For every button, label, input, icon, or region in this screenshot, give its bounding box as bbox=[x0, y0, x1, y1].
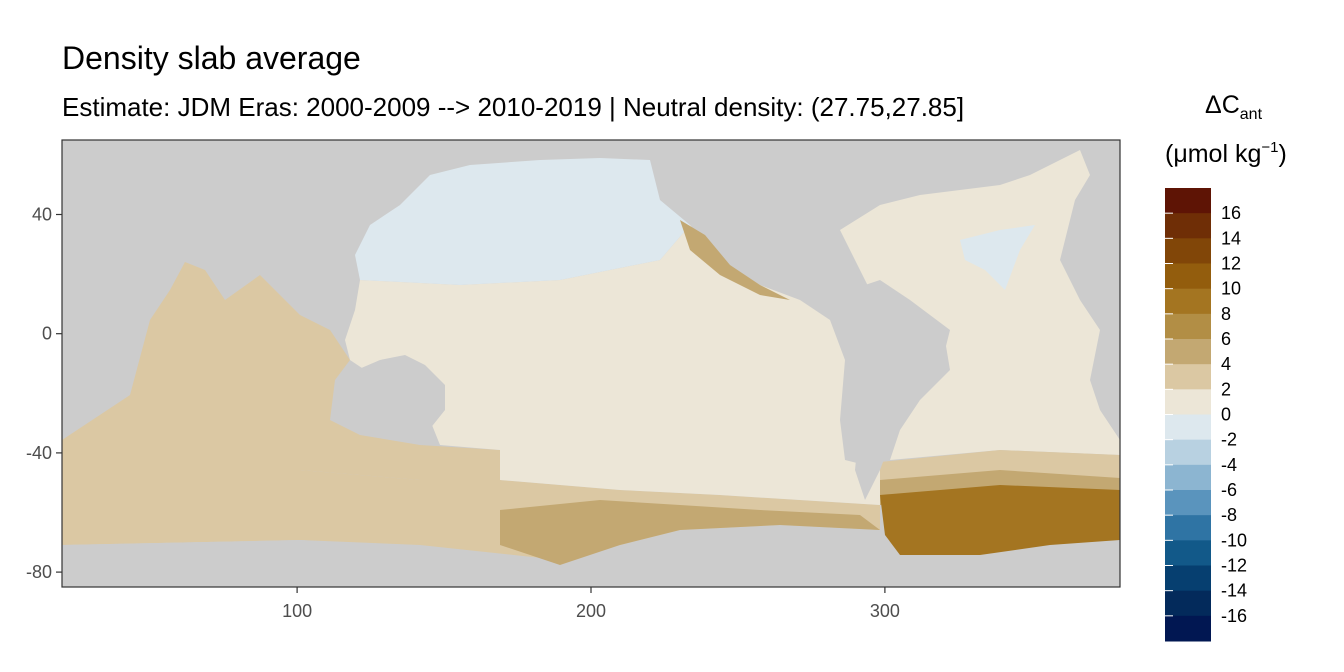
colorbar-label: 0 bbox=[1221, 405, 1231, 425]
land-south-america bbox=[840, 280, 950, 500]
map-subtitle: Estimate: JDM Eras: 2000-2009 --> 2010-2… bbox=[62, 92, 965, 122]
y-tick-label: -40 bbox=[26, 443, 52, 463]
colorbar-swatch bbox=[1165, 590, 1211, 617]
colorbar-swatch bbox=[1165, 515, 1211, 541]
land-antarctica bbox=[62, 528, 1120, 587]
land-madagascar bbox=[100, 370, 115, 410]
land-australia bbox=[340, 355, 445, 435]
colorbar-label: -16 bbox=[1221, 606, 1247, 626]
colorbar-label: 10 bbox=[1221, 279, 1241, 299]
region-southern-ocean-band bbox=[62, 470, 880, 560]
colorbar-swatch bbox=[1165, 439, 1211, 466]
colorbar-swatch bbox=[1165, 464, 1211, 491]
region-indian-ocean bbox=[62, 262, 500, 480]
colorbar-swatch bbox=[1165, 490, 1211, 516]
colorbar-label: 16 bbox=[1221, 203, 1241, 223]
colorbar-label: 14 bbox=[1221, 228, 1241, 248]
region-weddell-sea bbox=[880, 485, 1120, 555]
y-axis: 40 0 -40 -80 bbox=[26, 205, 62, 582]
colorbar-swatch bbox=[1165, 615, 1211, 642]
colorbar-swatch bbox=[1165, 339, 1211, 365]
colorbar-swatches bbox=[1165, 188, 1211, 642]
colorbar-label: -4 bbox=[1221, 455, 1237, 475]
colorbar-swatch bbox=[1165, 238, 1211, 264]
colorbar-label: -14 bbox=[1221, 581, 1247, 601]
map-title: Density slab average bbox=[62, 40, 361, 76]
x-axis: 100 200 300 bbox=[282, 587, 900, 621]
legend-title-sub: ant bbox=[1240, 106, 1263, 123]
colorbar-swatch bbox=[1165, 565, 1211, 592]
colorbar-label: 2 bbox=[1221, 379, 1231, 399]
colorbar-swatch bbox=[1165, 288, 1211, 315]
legend-title: ΔCant bbox=[1205, 91, 1263, 123]
colorbar-swatch bbox=[1165, 414, 1211, 441]
colorbar-swatch bbox=[1165, 188, 1211, 214]
colorbar-label: 12 bbox=[1221, 254, 1241, 274]
x-tick-label: 200 bbox=[576, 601, 606, 621]
colorbar-label: -12 bbox=[1221, 556, 1247, 576]
region-north-pacific bbox=[355, 158, 690, 285]
colorbar-label: -6 bbox=[1221, 480, 1237, 500]
y-tick-label: 40 bbox=[32, 205, 52, 225]
colorbar-swatch bbox=[1165, 364, 1211, 390]
y-tick-label: -80 bbox=[26, 562, 52, 582]
y-tick-label: 0 bbox=[42, 324, 52, 344]
legend-unit-sup: −1 bbox=[1261, 139, 1278, 156]
colorbar-label: 8 bbox=[1221, 304, 1231, 324]
region-north-atlantic-west bbox=[960, 225, 1035, 290]
region-atlantic bbox=[840, 150, 1120, 460]
region-california-current bbox=[680, 220, 790, 300]
legend-unit-prefix: (μmol kg bbox=[1165, 140, 1261, 168]
x-tick-label: 100 bbox=[282, 601, 312, 621]
map-panel bbox=[62, 140, 1120, 587]
legend-unit-suffix: ) bbox=[1278, 140, 1286, 168]
legend-title-main: ΔC bbox=[1205, 91, 1240, 119]
x-tick-label: 300 bbox=[870, 601, 900, 621]
colorbar-swatch bbox=[1165, 313, 1211, 340]
colorbar-swatch bbox=[1165, 389, 1211, 415]
region-ross-sea bbox=[500, 500, 880, 565]
colorbar-label: -10 bbox=[1221, 530, 1247, 550]
colorbar-swatch bbox=[1165, 540, 1211, 566]
colorbar-swatch bbox=[1165, 213, 1211, 239]
colorbar-label: 6 bbox=[1221, 329, 1231, 349]
colorbar-label: -2 bbox=[1221, 430, 1237, 450]
colorbar-swatch bbox=[1165, 263, 1211, 290]
colorbar-labels: 16 14 12 10 8 6 4 2 0 -2 -4 -6 -8 -10 -12 -14 -16 bbox=[1165, 203, 1247, 626]
colorbar-legend: ΔCant (μmol kg−1) 16 14 12 10 8 6 4 2 0 -2 -4 -6 -8 -… bbox=[1165, 91, 1287, 642]
colorbar-label: 4 bbox=[1221, 354, 1231, 374]
legend-unit: (μmol kg−1) bbox=[1165, 139, 1287, 168]
colorbar-label: -8 bbox=[1221, 505, 1237, 525]
